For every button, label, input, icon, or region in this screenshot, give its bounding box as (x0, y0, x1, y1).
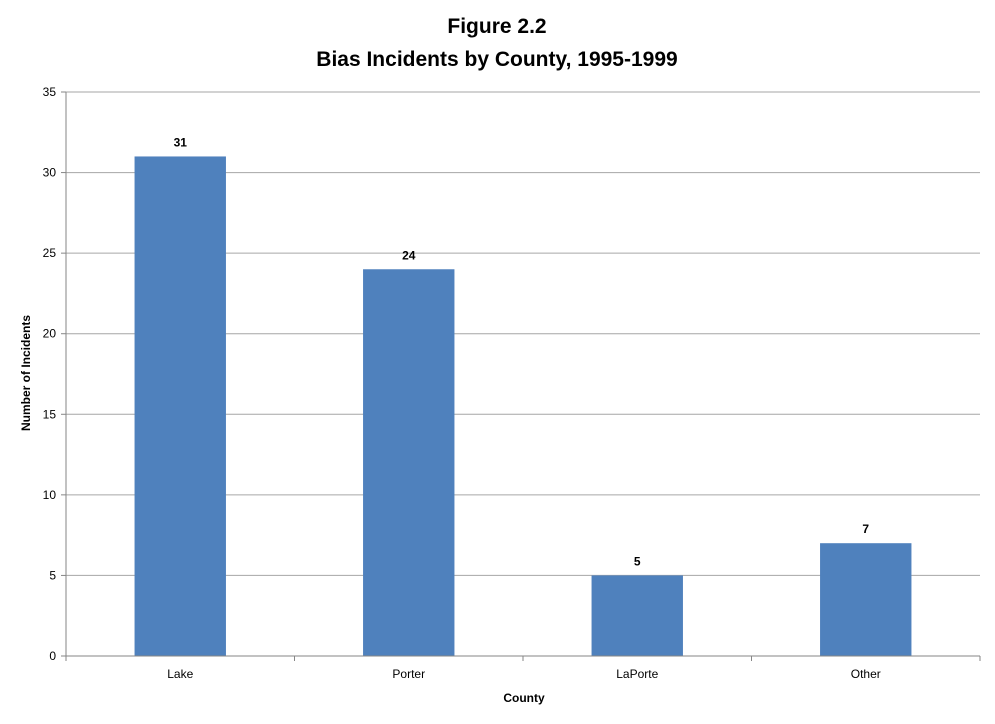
data-label-other: 7 (862, 522, 869, 536)
x-tick-label-porter: Porter (392, 667, 425, 681)
data-label-lake: 31 (174, 135, 188, 149)
bars (134, 156, 912, 656)
y-tick-label: 30 (43, 166, 57, 180)
data-label-laporte: 5 (634, 554, 641, 568)
bar-laporte (591, 575, 683, 656)
y-tick-label: 10 (43, 488, 57, 502)
x-tick-label-laporte: LaPorte (616, 667, 658, 681)
bar-other (820, 543, 912, 656)
y-tick-label: 35 (43, 85, 57, 99)
x-tick-labels: Lake Porter LaPorte Other (167, 667, 881, 681)
data-label-porter: 24 (402, 248, 416, 262)
data-labels: 31 24 5 7 (174, 135, 870, 568)
bar-porter (363, 269, 455, 656)
chart-subtitle: Bias Incidents by County, 1995-1999 (316, 48, 677, 71)
y-tick-label: 25 (43, 246, 57, 260)
axes (61, 91, 981, 661)
x-tick-label-lake: Lake (167, 667, 193, 681)
y-tick-label: 15 (43, 407, 57, 421)
y-tick-labels: 0 5 10 15 20 25 30 35 (43, 85, 57, 663)
y-tick-label: 20 (43, 327, 57, 341)
bar-lake (134, 156, 226, 656)
x-axis-title: County (503, 691, 545, 705)
chart-title: Figure 2.2 (447, 15, 546, 38)
y-tick-label: 0 (49, 649, 56, 663)
y-axis-title: Number of Incidents (19, 315, 33, 431)
y-tick-label: 5 (49, 568, 56, 582)
x-tick-label-other: Other (851, 667, 881, 681)
